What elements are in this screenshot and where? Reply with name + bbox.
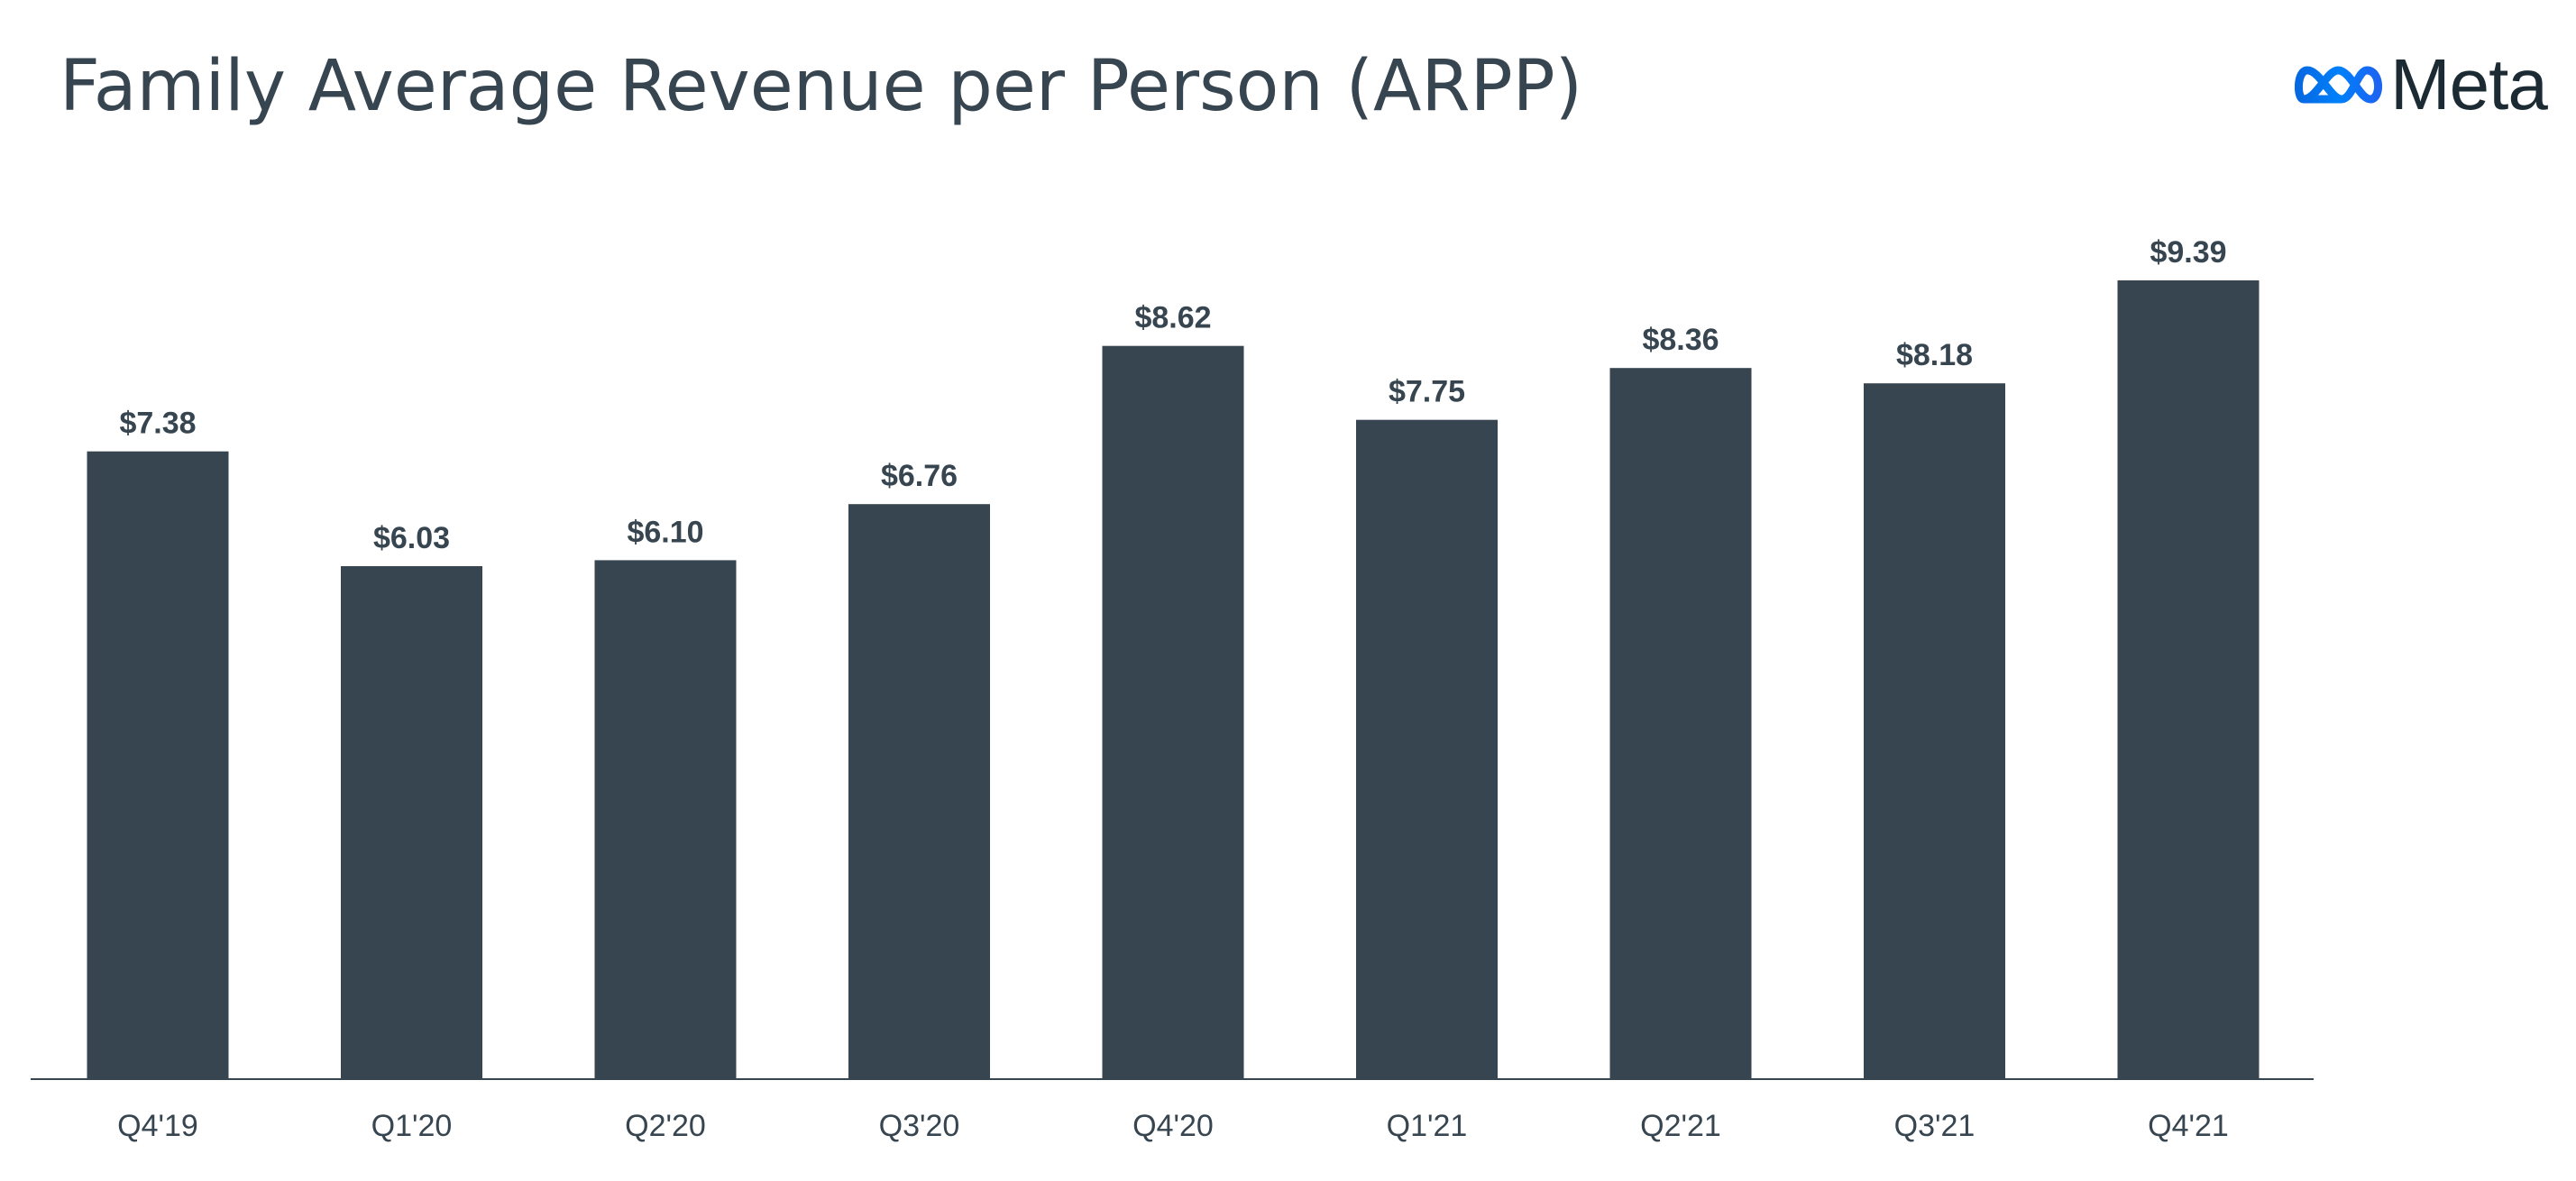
- bar-q3-20: [848, 504, 990, 1079]
- data-label: $6.76: [881, 459, 958, 493]
- data-label: $8.18: [1896, 338, 1973, 372]
- x-tick-label: Q3'20: [879, 1109, 960, 1143]
- x-tick-label: Q3'21: [1894, 1109, 1976, 1143]
- x-tick-label: Q4'21: [2148, 1109, 2229, 1143]
- data-label: $9.39: [2150, 235, 2226, 270]
- data-label: $8.36: [1642, 323, 1719, 357]
- data-label: $7.38: [119, 407, 196, 441]
- bar-q4-20: [1102, 345, 1244, 1079]
- bar-q4-21: [2117, 280, 2260, 1079]
- bar-q2-20: [594, 560, 737, 1079]
- bar-q1-20: [341, 566, 482, 1079]
- x-tick-label: Q1'21: [1387, 1109, 1468, 1143]
- x-tick-label: Q2'21: [1640, 1109, 1721, 1143]
- bar-q1-21: [1356, 419, 1498, 1079]
- infinity-logo-icon: [2295, 66, 2382, 104]
- page-title: Family Average Revenue per Person (ARPP): [60, 46, 1583, 127]
- data-label: $8.62: [1134, 301, 1211, 335]
- x-tick-label: Q2'20: [625, 1109, 706, 1143]
- x-tick-label: Q4'20: [1132, 1109, 1214, 1143]
- bar-q3-21: [1864, 383, 2005, 1079]
- data-label: $7.75: [1389, 375, 1465, 409]
- brand-logo: Meta: [2295, 40, 2548, 130]
- x-tick-label: Q1'20: [371, 1109, 453, 1143]
- x-tick-label: Q4'19: [117, 1109, 198, 1143]
- brand-name: Meta: [2390, 44, 2548, 124]
- bar-q4-19: [87, 451, 229, 1079]
- data-label: $6.03: [373, 521, 450, 555]
- data-label: $6.10: [627, 515, 703, 549]
- bar-q2-21: [1609, 368, 1752, 1079]
